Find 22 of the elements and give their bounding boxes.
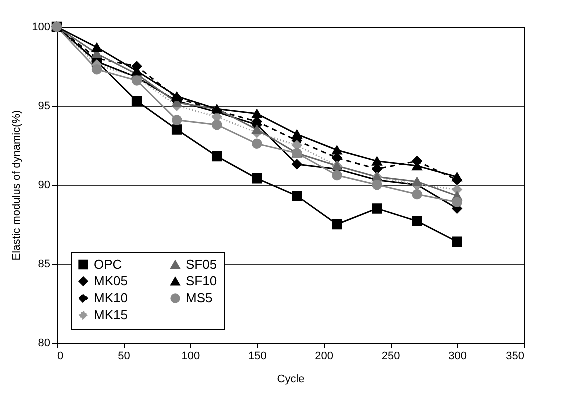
legend-label: MS5 — [186, 290, 213, 306]
legend-label: SF10 — [186, 274, 218, 288]
legend-label: MK10 — [94, 290, 128, 306]
y-axis-title: Elastic modulus of dynamic(%) — [11, 110, 24, 261]
legend-label: SF05 — [186, 256, 218, 272]
x-tick-label: 200 — [315, 350, 334, 362]
x-tick-label: 150 — [248, 350, 267, 362]
y-tick-label: 100 — [32, 22, 50, 34]
x-tick-label: 250 — [382, 350, 400, 362]
y-tick-label: 85 — [38, 258, 50, 270]
legend-label: MK05 — [94, 274, 128, 288]
x-tick-label: 300 — [448, 350, 467, 362]
x-axis-title: Cycle — [277, 374, 305, 386]
x-tick-label: 100 — [182, 350, 200, 362]
y-tick-label: 90 — [38, 180, 50, 192]
y-tick-label: 80 — [38, 338, 50, 350]
x-tick-label: 0 — [58, 350, 64, 362]
x-tick-label: 50 — [118, 350, 130, 362]
y-tick-label: 95 — [38, 100, 50, 112]
legend-label: OPC — [94, 256, 122, 272]
x-tick-label: 350 — [506, 350, 524, 362]
legend-label: MK15 — [94, 308, 128, 322]
